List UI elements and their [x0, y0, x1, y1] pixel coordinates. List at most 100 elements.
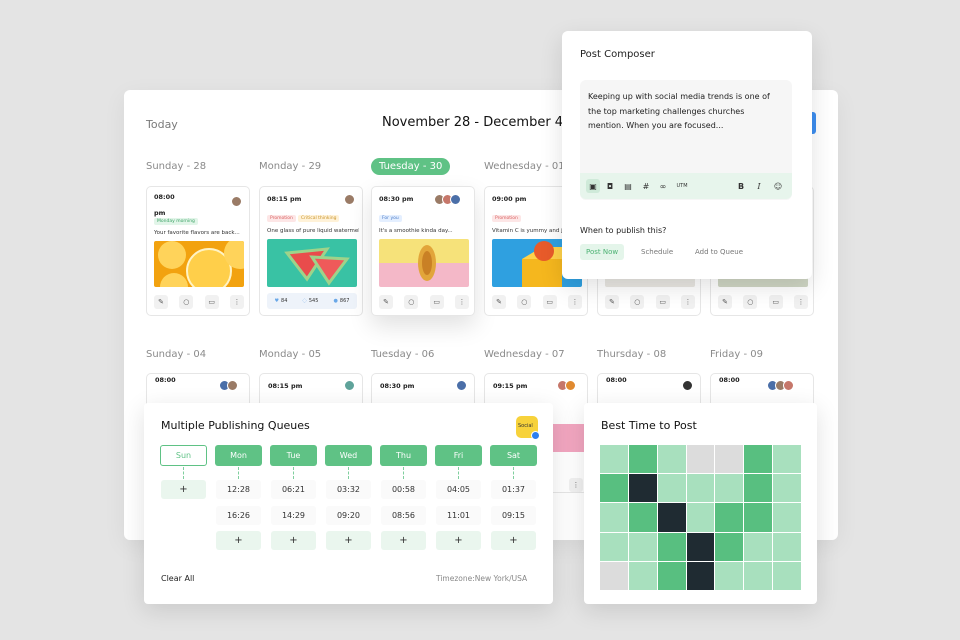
- video-icon[interactable]: ◘: [606, 181, 614, 191]
- queue-time-slot[interactable]: 09:15: [491, 506, 536, 525]
- bold-button[interactable]: B: [737, 181, 745, 191]
- queue-day-sun[interactable]: Sun: [160, 445, 207, 466]
- add-time-slot-button[interactable]: +: [381, 531, 426, 550]
- link-icon[interactable]: ∞: [659, 181, 667, 191]
- day-label-active[interactable]: Tuesday - 30: [371, 158, 451, 175]
- heatmap-cell[interactable]: [744, 532, 773, 561]
- heatmap-cell[interactable]: [600, 503, 628, 532]
- utm-button[interactable]: UTM: [676, 183, 688, 189]
- add-time-slot-button[interactable]: +: [216, 531, 261, 550]
- more-icon[interactable]: ⋮: [229, 295, 244, 309]
- queue-day-tue[interactable]: Tue: [270, 445, 317, 466]
- heatmap-cell[interactable]: [600, 474, 628, 503]
- heatmap-cell[interactable]: [686, 503, 715, 532]
- more-icon[interactable]: ⋮: [793, 295, 808, 309]
- queue-time-slot[interactable]: 12:28: [216, 480, 261, 499]
- italic-button[interactable]: I: [757, 181, 761, 191]
- queue-time-slot[interactable]: 08:56: [381, 506, 426, 525]
- heatmap-cell[interactable]: [600, 445, 628, 474]
- comment-icon[interactable]: ○: [404, 295, 419, 309]
- heatmap-cell[interactable]: [686, 532, 715, 561]
- hashtag-icon[interactable]: #: [642, 181, 650, 191]
- heatmap-cell[interactable]: [773, 561, 801, 590]
- add-time-slot-button[interactable]: +: [326, 531, 371, 550]
- queue-time-slot[interactable]: 14:29: [271, 506, 316, 525]
- heatmap-cell[interactable]: [686, 474, 715, 503]
- heatmap-cell[interactable]: [628, 561, 657, 590]
- post-now-option[interactable]: Post Now: [580, 244, 625, 260]
- queue-time-slot[interactable]: 03:32: [326, 480, 371, 499]
- queue-time-slot[interactable]: 09:20: [326, 506, 371, 525]
- add-to-queue-option[interactable]: Add to Queue: [695, 248, 744, 256]
- heatmap-cell[interactable]: [628, 445, 657, 474]
- trash-icon[interactable]: ▭: [655, 295, 670, 309]
- post-card[interactable]: 08:00 pm Monday morning Your favorite fl…: [146, 186, 250, 316]
- more-icon[interactable]: ⋮: [454, 295, 469, 309]
- emoji-icon[interactable]: ☺: [773, 181, 783, 191]
- queue-day-wed[interactable]: Wed: [325, 445, 372, 466]
- heatmap-cell[interactable]: [628, 532, 657, 561]
- heatmap-cell[interactable]: [686, 561, 715, 590]
- heatmap-cell[interactable]: [628, 474, 657, 503]
- add-time-slot-button[interactable]: +: [161, 480, 206, 499]
- edit-icon[interactable]: ✎: [718, 295, 732, 309]
- comment-icon[interactable]: ○: [743, 295, 758, 309]
- schedule-option[interactable]: Schedule: [641, 248, 674, 256]
- more-icon[interactable]: ⋮: [567, 295, 582, 309]
- more-icon[interactable]: ⋮: [680, 295, 695, 309]
- post-card-active[interactable]: 08:30 pm For you It's a smoothie kinda d…: [371, 186, 475, 316]
- heatmap-cell[interactable]: [715, 445, 744, 474]
- queue-day-thu[interactable]: Thu: [380, 445, 427, 466]
- heatmap-cell[interactable]: [773, 532, 801, 561]
- edit-icon[interactable]: ✎: [605, 295, 619, 309]
- add-time-slot-button[interactable]: +: [271, 531, 316, 550]
- heatmap-cell[interactable]: [657, 474, 686, 503]
- heatmap-cell[interactable]: [657, 532, 686, 561]
- heatmap-cell[interactable]: [744, 503, 773, 532]
- trash-icon[interactable]: ▭: [542, 295, 557, 309]
- more-icon[interactable]: ⋮: [569, 478, 583, 492]
- composer-text[interactable]: Keeping up with social media trends is o…: [588, 92, 770, 130]
- heatmap-cell[interactable]: [657, 503, 686, 532]
- heatmap-cell[interactable]: [600, 532, 628, 561]
- heatmap-cell[interactable]: [715, 561, 744, 590]
- add-time-slot-button[interactable]: +: [436, 531, 481, 550]
- folder-icon[interactable]: ▤: [624, 181, 632, 191]
- heatmap-cell[interactable]: [657, 561, 686, 590]
- edit-icon[interactable]: ✎: [154, 295, 168, 309]
- heatmap-cell[interactable]: [715, 503, 744, 532]
- post-card[interactable]: 08:15 pm Promotion Critical thinking One…: [259, 186, 363, 316]
- queue-time-slot[interactable]: 06:21: [271, 480, 316, 499]
- queue-time-slot[interactable]: 00:58: [381, 480, 426, 499]
- comment-icon[interactable]: ○: [517, 295, 532, 309]
- heatmap-cell[interactable]: [744, 561, 773, 590]
- heatmap-cell[interactable]: [600, 561, 628, 590]
- heatmap-cell[interactable]: [773, 474, 801, 503]
- heatmap-cell[interactable]: [628, 503, 657, 532]
- heatmap-cell[interactable]: [686, 445, 715, 474]
- heatmap-cell[interactable]: [773, 503, 801, 532]
- heatmap-cell[interactable]: [715, 474, 744, 503]
- queue-day-mon[interactable]: Mon: [215, 445, 262, 466]
- queue-day-sat[interactable]: Sat: [490, 445, 537, 466]
- queue-time-slot[interactable]: 01:37: [491, 480, 536, 499]
- today-button[interactable]: Today: [146, 118, 178, 131]
- trash-icon[interactable]: ▭: [429, 295, 444, 309]
- heatmap-cell[interactable]: [773, 445, 801, 474]
- trash-icon[interactable]: ▭: [204, 295, 219, 309]
- edit-icon[interactable]: ✎: [379, 295, 393, 309]
- heatmap-cell[interactable]: [744, 445, 773, 474]
- image-icon[interactable]: ▣: [586, 179, 600, 193]
- edit-icon[interactable]: ✎: [492, 295, 506, 309]
- queue-day-fri[interactable]: Fri: [435, 445, 482, 466]
- queue-time-slot[interactable]: 16:26: [216, 506, 261, 525]
- heatmap-cell[interactable]: [657, 445, 686, 474]
- comment-icon[interactable]: ○: [630, 295, 645, 309]
- heatmap-cell[interactable]: [744, 474, 773, 503]
- queue-time-slot[interactable]: 04:05: [436, 480, 481, 499]
- heatmap-cell[interactable]: [715, 532, 744, 561]
- queue-time-slot[interactable]: 11:01: [436, 506, 481, 525]
- clear-all-button[interactable]: Clear All: [161, 574, 195, 583]
- trash-icon[interactable]: ▭: [768, 295, 783, 309]
- add-time-slot-button[interactable]: +: [491, 531, 536, 550]
